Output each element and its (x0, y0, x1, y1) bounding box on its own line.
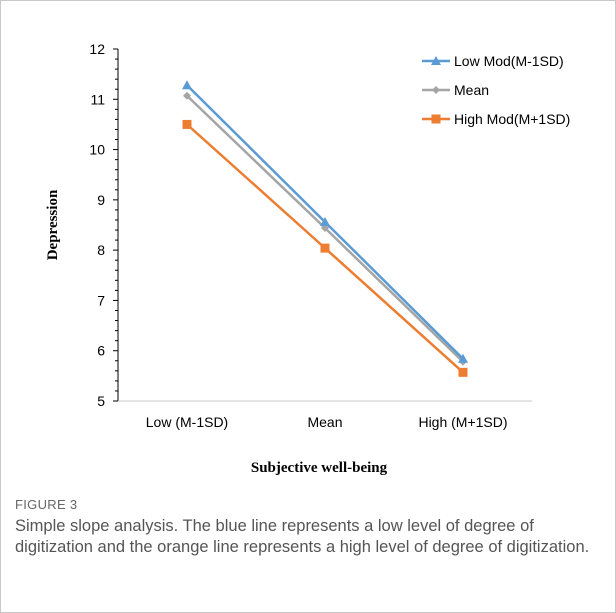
data-point (320, 216, 330, 226)
legend-marker (432, 86, 440, 94)
data-point (320, 243, 330, 253)
legend-marker (431, 114, 441, 124)
data-point (182, 119, 192, 129)
y-tick-label: 9 (97, 192, 105, 208)
y-tick-label: 5 (97, 393, 105, 409)
y-tick-label: 10 (89, 142, 105, 158)
y-tick-label: 12 (89, 41, 105, 57)
x-tick-label: High (M+1SD) (418, 414, 507, 430)
figure-label: FIGURE 3 (15, 497, 78, 512)
data-point (458, 353, 468, 363)
y-tick-label: 8 (97, 242, 105, 258)
x-axis-title: Subjective well-being (251, 460, 388, 476)
y-axis-title: Depression (45, 189, 61, 260)
data-point (183, 91, 191, 100)
x-axis: Low (M-1SD) Mean High (M+1SD) (118, 400, 532, 430)
y-tick-label: 11 (90, 91, 105, 107)
legend-marker (431, 56, 441, 65)
data-point (321, 224, 329, 233)
legend-label: High Mod(M+1SD) (454, 111, 570, 127)
y-tick-label: 6 (97, 343, 105, 359)
figure-caption: Simple slope analysis. The blue line rep… (15, 517, 590, 556)
y-tick-label: 7 (97, 292, 105, 308)
y-axis: 5 6 7 8 9 10 11 12 (89, 41, 119, 409)
x-tick-label: Mean (307, 414, 342, 430)
series-lines (182, 80, 468, 377)
data-point (182, 80, 192, 90)
legend-label: Mean (454, 82, 489, 98)
legend-label: Low Mod(M-1SD) (454, 53, 564, 69)
x-tick-label: Low (M-1SD) (146, 414, 228, 430)
legend: Low Mod(M-1SD) Mean High Mod(M+1SD) (422, 53, 570, 127)
data-point (458, 367, 468, 377)
